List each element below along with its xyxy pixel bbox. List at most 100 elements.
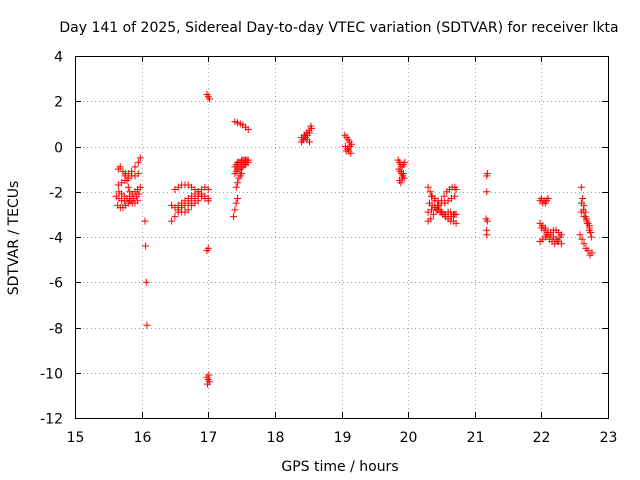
data-point [232,199,240,207]
data-point [584,247,592,255]
data-point [230,213,238,221]
grid [75,56,608,418]
y-tick-label: 2 [54,95,63,111]
data-point [483,217,491,225]
data-point [300,131,308,139]
data-point [588,249,596,257]
data-point [134,197,142,205]
data-point [126,188,134,196]
data-point [134,158,142,166]
data-point [426,188,434,196]
data-point [556,233,564,241]
data-point [204,195,212,203]
data-point [580,240,588,248]
data-point [143,321,151,329]
data-point [244,158,252,166]
y-tick-label: -10 [40,367,63,383]
y-tick-label: 0 [54,141,63,157]
data-point [142,278,150,286]
y-tick-label: -4 [49,231,63,247]
data-point [116,163,124,171]
y-tick-label: -6 [49,276,63,292]
data-point [206,95,214,103]
data-point [124,183,132,191]
data-point [440,192,448,200]
data-point [429,210,437,218]
data-point [135,190,143,198]
x-tick-label: 20 [400,430,418,446]
data-point [306,138,314,146]
y-tick-label: -8 [49,322,63,338]
data-point [452,219,460,227]
y-axis-label: SDTVAR / TECUs [6,181,22,296]
data-point [238,170,246,178]
x-tick-label: 22 [533,430,551,446]
data-point [577,199,585,207]
data-point [399,170,407,178]
data-point [585,222,593,230]
data-point [134,170,142,178]
data-point [171,213,179,221]
data-point [168,217,176,225]
plot-frame [75,56,609,419]
x-tick-label: 16 [134,430,152,446]
data-point [483,231,491,239]
data-point [451,210,459,218]
data-point [397,179,405,187]
data-point [136,183,144,191]
data-point [451,192,459,200]
x-tick-label: 15 [67,430,85,446]
data-point [587,233,595,241]
data-point [136,154,144,162]
x-tick-label: 23 [600,430,618,446]
data-point [232,183,240,191]
data-point [576,231,584,239]
data-point [234,195,242,203]
data-point [204,185,212,193]
data-point [131,163,139,171]
data-point [234,179,242,187]
x-tick-label: 18 [267,430,285,446]
data-point [346,143,354,150]
data-point [244,126,252,134]
data-point [141,217,149,225]
data-point [424,183,432,191]
data-point [583,217,591,225]
data-point [123,176,131,184]
data-point [540,226,548,234]
data-point [483,188,491,196]
data-point [231,206,239,214]
data-point [401,158,409,166]
y-tick-label: 4 [54,50,63,66]
x-tick-label: 19 [334,430,352,446]
data-point [194,197,202,205]
y-tick-label: -2 [49,186,63,202]
data-point [184,206,192,214]
chart-title: Day 141 of 2025, Sidereal Day-to-day VTE… [59,20,618,36]
data-point [543,231,551,239]
y-tick-label: -12 [40,412,63,428]
data-point [483,170,491,178]
data-points [112,90,596,388]
x-tick-label: 17 [200,430,218,446]
data-point [577,183,585,191]
data-point [305,127,313,135]
data-point [577,208,585,216]
data-point [579,195,587,203]
data-point [578,235,586,243]
data-point [452,185,460,193]
data-point [398,174,406,182]
data-point [557,240,565,248]
data-point [204,244,212,252]
data-point [347,149,355,157]
data-point [553,238,561,246]
data-point [580,213,588,221]
data-point [121,172,129,180]
data-point [204,380,212,388]
data-point [307,122,315,130]
x-axis-label: GPS time / hours [281,459,398,475]
data-point [427,215,435,223]
data-point [142,242,150,250]
